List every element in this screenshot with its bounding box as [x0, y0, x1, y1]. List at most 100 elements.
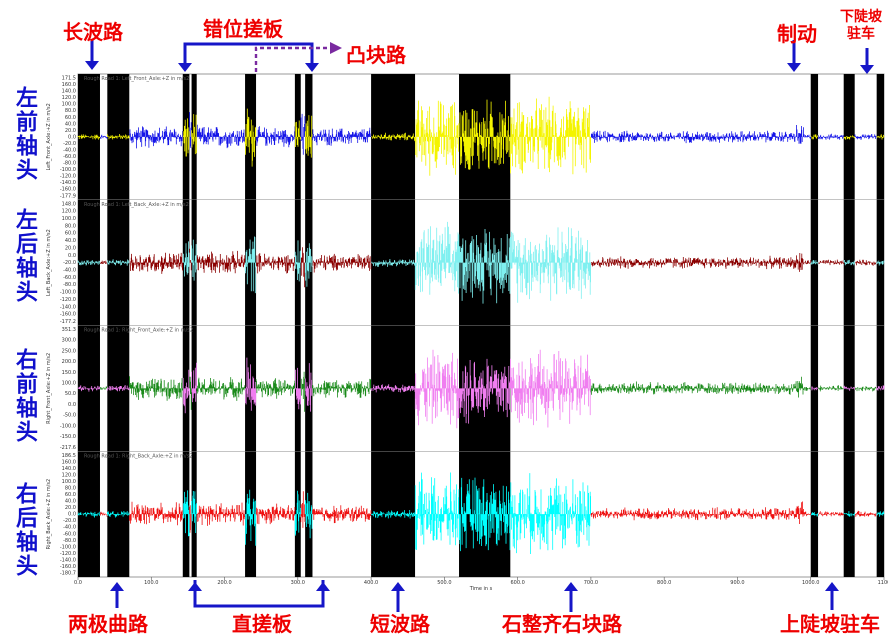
- row-label-right-front: 右前轴头: [12, 348, 37, 444]
- y-tick-label: 60.0: [65, 492, 76, 498]
- y-tick-label: -20.0: [63, 518, 76, 524]
- arrow-braking-head: [787, 63, 801, 72]
- arrow-bump-road-head: [330, 42, 342, 54]
- annotation-stone-block-road: 石整齐石块路: [502, 612, 622, 636]
- x-tick-label: 800.0: [657, 580, 671, 586]
- y-tick-label: 140.0: [62, 466, 76, 472]
- annotation-bump-road: 凸块路: [346, 43, 406, 67]
- y-tick-label: 40.0: [65, 499, 76, 505]
- annotation-uphill-park: 上陡坡驻车: [780, 612, 880, 636]
- y-tick-label: 250.0: [62, 348, 76, 354]
- y-tick-label: 80.0: [65, 223, 76, 229]
- series-header: Rough Road 1: Right_Front_Axle:+Z in m/s…: [84, 328, 193, 334]
- y-tick-label: 171.5: [62, 76, 76, 82]
- y-tick-label: -140.0: [60, 557, 76, 563]
- signal-trace-highlight: [77, 96, 885, 176]
- y-tick-label: -20.0: [63, 260, 76, 266]
- y-tick-label: 20.0: [65, 128, 76, 134]
- x-tick-label: 400.0: [364, 580, 378, 586]
- y-tick-label: 0.0: [68, 402, 76, 408]
- y-tick-label: 120.0: [62, 95, 76, 101]
- x-tick-label: 100.0: [144, 580, 158, 586]
- y-tick-label: -80.0: [63, 538, 76, 544]
- y-tick-label: 40.0: [65, 238, 76, 244]
- y-tick-label: -140.0: [60, 304, 76, 310]
- y-tick-label: -180.7: [60, 571, 76, 577]
- y-tick-label: 0.0: [68, 512, 76, 518]
- y-tick-label: 0.0: [68, 253, 76, 259]
- y-tick-label: -177.9: [60, 193, 76, 199]
- arrow-long-wave-head: [85, 61, 99, 70]
- x-tick-label: 1100: [878, 580, 888, 586]
- y-tick-label: 160.0: [62, 82, 76, 88]
- y-tick-label: -150.0: [60, 434, 76, 440]
- y-axis-label: Left_Front_Axle:+Z in m/s2: [46, 103, 52, 170]
- y-tick-label: -100.0: [60, 290, 76, 296]
- y-tick-label: 351.3: [62, 327, 76, 333]
- y-tick-label: 160.0: [62, 459, 76, 465]
- series-header: Rough Road 1: Left_Back_Axle:+Z in m/s2: [84, 202, 189, 208]
- annotation-bipolar-road: 两极曲路: [68, 612, 148, 636]
- x-tick-label: 200.0: [217, 580, 231, 586]
- y-tick-label: -120.0: [60, 551, 76, 557]
- y-tick-label: -60.0: [63, 154, 76, 160]
- arrow-offset-right-head: [305, 63, 319, 72]
- row-label-right-back: 右后轴头: [12, 482, 37, 578]
- x-tick-label: 900.0: [730, 580, 744, 586]
- x-tick-label: 1000.0: [802, 580, 820, 586]
- arrow-straight-left-head: [188, 582, 202, 591]
- y-tick-label: -60.0: [63, 275, 76, 281]
- y-tick-label: 148.0: [62, 201, 76, 207]
- y-tick-label: 0.0: [68, 134, 76, 140]
- y-tick-label: -40.0: [63, 147, 76, 153]
- signal-trace-highlight: [77, 221, 885, 304]
- y-tick-label: -100.0: [60, 423, 76, 429]
- x-tick-label: 700.0: [584, 580, 598, 586]
- y-tick-label: 100.0: [62, 479, 76, 485]
- y-tick-label: -160.0: [60, 312, 76, 318]
- annotation-braking: 制动: [777, 22, 817, 46]
- y-tick-label: -100.0: [60, 544, 76, 550]
- x-tick-label: 500.0: [437, 580, 451, 586]
- arrow-offset-left-head: [178, 63, 192, 72]
- y-tick-label: 80.0: [65, 108, 76, 114]
- y-tick-label: 120.0: [62, 209, 76, 215]
- y-tick-label: 300.0: [62, 338, 76, 344]
- x-tick-label: 300.0: [291, 580, 305, 586]
- y-tick-label: 120.0: [62, 472, 76, 478]
- y-tick-label: 60.0: [65, 115, 76, 121]
- y-tick-label: 140.0: [62, 89, 76, 95]
- y-tick-label: 40.0: [65, 121, 76, 127]
- y-tick-label: -120.0: [60, 297, 76, 303]
- y-tick-label: 186.5: [62, 453, 76, 459]
- y-tick-label: -80.0: [63, 161, 76, 167]
- y-tick-label: -50.0: [63, 413, 76, 419]
- arrow-downhill-head: [860, 65, 874, 74]
- y-tick-label: -217.6: [60, 445, 76, 451]
- arrow-short-wave-head: [391, 582, 405, 591]
- y-tick-label: 150.0: [62, 370, 76, 376]
- x-tick-label: 600.0: [510, 580, 524, 586]
- annotation-arrows: [85, 40, 874, 612]
- y-tick-label: 20.0: [65, 245, 76, 251]
- row-label-left-back: 左后轴头: [12, 208, 37, 304]
- y-tick-label: -177.2: [60, 319, 76, 325]
- axes: Rough Road 1: Left_Front_Axle:+Z in m/s2…: [46, 76, 888, 593]
- annotation-short-wave-road: 短波路: [370, 612, 430, 636]
- row-label-left-front: 左前轴头: [12, 86, 37, 182]
- y-tick-label: -100.0: [60, 167, 76, 173]
- y-tick-label: 20.0: [65, 505, 76, 511]
- x-axis-label: Time in s: [469, 586, 493, 592]
- y-tick-label: -20.0: [63, 141, 76, 147]
- y-tick-label: -40.0: [63, 267, 76, 273]
- x-tick-label: 0.0: [74, 580, 82, 586]
- annotation-offset-washboard: 错位搓板: [203, 17, 283, 41]
- signal-trace-highlight: [77, 349, 885, 429]
- y-tick-label: -140.0: [60, 180, 76, 186]
- arrow-straight-right-head: [316, 582, 330, 591]
- y-tick-label: 100.0: [62, 102, 76, 108]
- arrow-bump-road: [254, 46, 330, 72]
- annotation-downhill-park: 下陡坡 驻车: [840, 9, 882, 42]
- y-tick-label: -40.0: [63, 525, 76, 531]
